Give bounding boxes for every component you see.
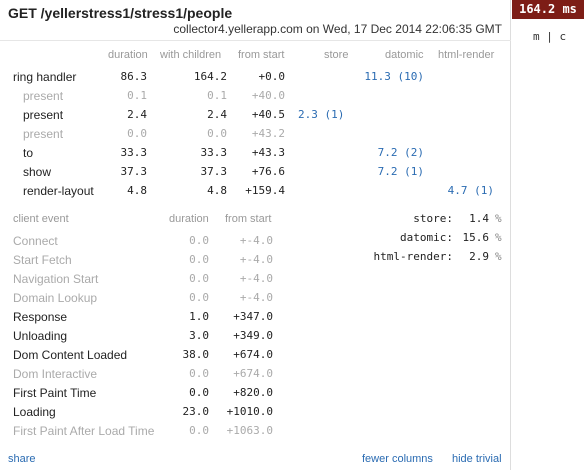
client-event-duration: 1.0	[189, 310, 209, 323]
server-row-duration: 0.0	[127, 127, 147, 140]
server-row-label: ring handler	[13, 70, 77, 84]
summary-value: 15.6	[462, 231, 490, 244]
client-event-from-start: +-4.0	[239, 291, 273, 304]
server-row-duration: 33.3	[120, 146, 148, 159]
mode-toggle: m | c	[533, 30, 566, 43]
client-event-from-start: +820.0	[233, 386, 273, 399]
toggle-m-option[interactable]: m	[533, 30, 540, 43]
server-row-label: show	[23, 165, 52, 179]
server-row-children: 37.3	[200, 165, 228, 178]
server-row-datomic[interactable]: 7.2 (1)	[377, 165, 424, 178]
client-event-from-start: +-4.0	[239, 253, 273, 266]
summary-label: datomic:	[400, 231, 453, 244]
server-row-datomic[interactable]: 7.2 (2)	[377, 146, 424, 159]
summary-unit: %	[495, 231, 502, 244]
server-row-label: to	[23, 146, 34, 160]
client-event-duration: 0.0	[189, 234, 209, 247]
client-event-duration: 38.0	[182, 348, 210, 361]
col-header-client-event: client event	[13, 213, 69, 225]
profiler-panel: GET /yellerstress1/stress1/people collec…	[0, 0, 511, 470]
client-event-label: Navigation Start	[13, 272, 99, 286]
server-row-duration: 2.4	[127, 108, 147, 121]
client-event-duration: 0.0	[189, 386, 209, 399]
header-divider	[0, 40, 511, 41]
client-event-duration: 0.0	[189, 291, 209, 304]
summary-unit: %	[495, 212, 502, 225]
summary-unit: %	[495, 250, 502, 263]
col-header-duration: duration	[108, 49, 148, 61]
client-event-duration: 0.0	[189, 253, 209, 266]
server-row-from-start: +43.3	[251, 146, 285, 159]
col-header-datomic: datomic	[385, 49, 424, 61]
client-event-from-start: +-4.0	[239, 272, 273, 285]
col-header-client-from-start: from start	[225, 213, 272, 225]
client-event-from-start: +347.0	[233, 310, 273, 323]
client-event-label: Dom Interactive	[13, 367, 98, 381]
client-event-label: First Paint After Load Time	[13, 424, 155, 438]
page-title: GET /yellerstress1/stress1/people	[8, 5, 233, 21]
client-event-label: Response	[13, 310, 68, 324]
server-row-children: 2.4	[207, 108, 227, 121]
server-row-from-start: +43.2	[251, 127, 285, 140]
server-row-html-render[interactable]: 4.7 (1)	[447, 184, 494, 197]
server-row-from-start: +0.0	[258, 70, 286, 83]
summary-value: 1.4	[469, 212, 489, 225]
server-row-duration: 4.8	[127, 184, 147, 197]
summary-label: store:	[413, 212, 453, 225]
summary-value: 2.9	[469, 250, 489, 263]
client-event-label: Connect	[13, 234, 58, 248]
server-row-label: present	[23, 89, 64, 103]
server-row-label: present	[23, 127, 64, 141]
hide-trivial-link[interactable]: hide trivial	[452, 453, 502, 465]
client-event-from-start: +674.0	[233, 367, 273, 380]
client-event-label: Dom Content Loaded	[13, 348, 128, 362]
client-event-duration: 0.0	[189, 367, 209, 380]
server-row-children: 0.1	[207, 89, 227, 102]
col-header-from-start: from start	[238, 49, 285, 61]
toggle-separator: |	[546, 30, 553, 43]
client-event-from-start: +1063.0	[226, 424, 273, 437]
client-event-label: Domain Lookup	[13, 291, 98, 305]
total-time-badge[interactable]: 164.2 ms	[512, 0, 584, 19]
server-row-datomic[interactable]: 11.3 (10)	[364, 70, 424, 83]
request-subtitle: collector4.yellerapp.com on Wed, 17 Dec …	[173, 22, 502, 36]
client-event-from-start: +1010.0	[226, 405, 273, 418]
client-event-from-start: +349.0	[233, 329, 273, 342]
client-event-label: First Paint Time	[13, 386, 97, 400]
client-event-duration: 0.0	[189, 424, 209, 437]
server-row-store[interactable]: 2.3 (1)	[298, 108, 345, 121]
summary-label: html-render:	[373, 250, 453, 263]
server-row-from-start: +40.5	[251, 108, 285, 121]
col-header-with-children: with children	[160, 49, 222, 61]
col-header-store: store	[324, 49, 349, 61]
server-row-children: 164.2	[193, 70, 227, 83]
server-row-children: 33.3	[200, 146, 228, 159]
server-row-label: present	[23, 108, 64, 122]
server-row-duration: 0.1	[127, 89, 147, 102]
client-event-label: Loading	[13, 405, 56, 419]
share-link[interactable]: share	[8, 453, 36, 465]
toggle-c-option[interactable]: c	[559, 30, 567, 43]
col-header-html-render: html-render	[438, 49, 495, 61]
server-row-from-start: +76.6	[251, 165, 285, 178]
server-row-label: render-layout	[23, 184, 94, 198]
fewer-columns-link[interactable]: fewer columns	[362, 453, 433, 465]
server-row-children: 4.8	[207, 184, 227, 197]
server-row-from-start: +159.4	[245, 184, 285, 197]
col-header-client-duration: duration	[169, 213, 209, 225]
server-row-duration: 37.3	[120, 165, 148, 178]
client-event-from-start: +-4.0	[239, 234, 273, 247]
server-row-children: 0.0	[207, 127, 227, 140]
client-event-from-start: +674.0	[233, 348, 273, 361]
server-row-duration: 86.3	[120, 70, 148, 83]
client-event-duration: 0.0	[189, 272, 209, 285]
right-sidebar	[512, 19, 584, 470]
client-event-duration: 23.0	[182, 405, 210, 418]
client-event-label: Start Fetch	[13, 253, 72, 267]
client-event-label: Unloading	[13, 329, 68, 343]
server-row-from-start: +40.0	[251, 89, 285, 102]
client-event-duration: 3.0	[189, 329, 209, 342]
